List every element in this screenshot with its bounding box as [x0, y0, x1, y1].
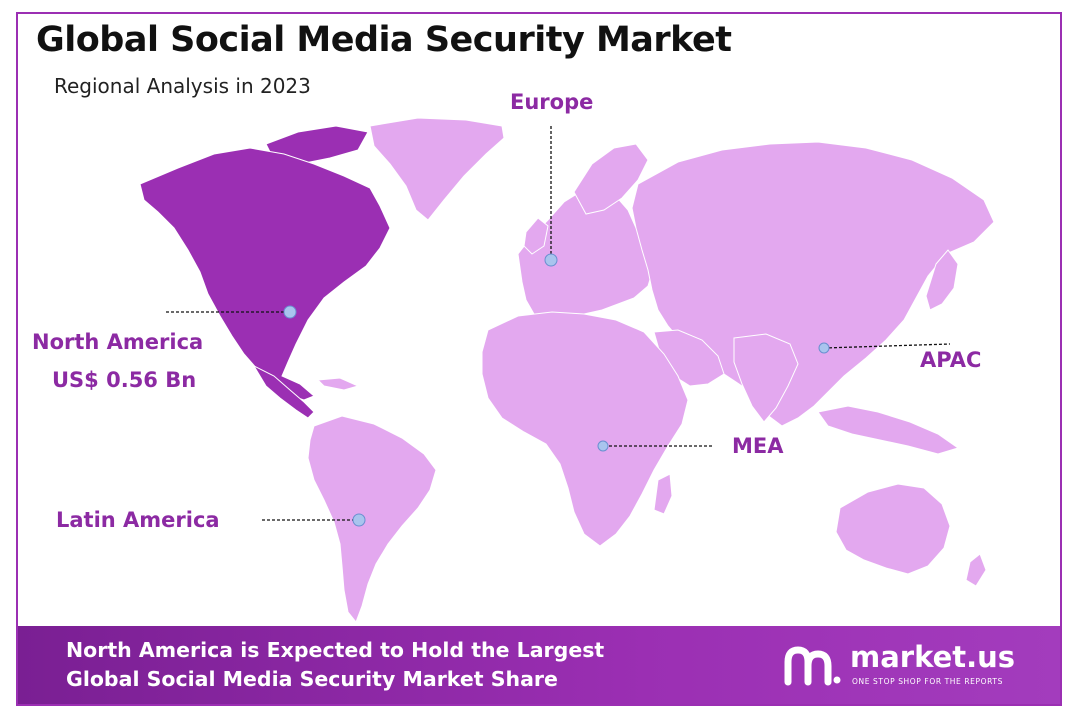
brand-logo: market.us ONE STOP SHOP FOR THE REPORTS	[784, 640, 1034, 690]
land-asia	[631, 141, 995, 427]
land-south-america	[307, 415, 437, 623]
brand-name: market.us	[850, 640, 1016, 674]
page-subtitle: Regional Analysis in 2023	[54, 74, 311, 98]
label-apac: APAC	[920, 348, 982, 372]
land-central-america	[252, 364, 315, 419]
marker-apac	[818, 342, 830, 354]
label-mea: MEA	[732, 434, 784, 458]
land-uk	[523, 217, 549, 255]
land-africa	[481, 311, 689, 547]
land-australia	[835, 483, 951, 575]
land-greenland	[369, 117, 505, 221]
marker-mea	[597, 440, 609, 452]
brand-tagline: ONE STOP SHOP FOR THE REPORTS	[852, 677, 1003, 686]
land-scandinavia	[573, 143, 649, 215]
label-europe: Europe	[510, 90, 594, 114]
infographic-frame: Global Social Media Security Market Regi…	[16, 12, 1062, 706]
page-title: Global Social Media Security Market	[36, 20, 732, 60]
label-north-america: North America	[32, 330, 204, 354]
land-caribbean	[316, 377, 360, 391]
marker-north-america	[283, 305, 297, 319]
land-japan	[925, 249, 959, 311]
market-us-logo-icon	[784, 646, 841, 686]
label-north-america-value: US$ 0.56 Bn	[52, 368, 197, 392]
world-map	[139, 117, 995, 623]
label-latin-america: Latin America	[56, 508, 220, 532]
footer-banner: North America is Expected to Hold the La…	[18, 626, 1060, 704]
land-new-zealand	[965, 553, 987, 587]
land-india	[733, 333, 799, 423]
marker-europe	[544, 253, 558, 267]
leader-line-apac	[823, 343, 951, 349]
footer-line-2: Global Social Media Security Market Shar…	[66, 667, 558, 691]
marker-latin-america	[352, 513, 366, 527]
land-se-asia	[817, 405, 960, 455]
footer-line-1: North America is Expected to Hold the La…	[66, 638, 605, 662]
land-north-america	[139, 147, 391, 401]
land-madagascar	[653, 473, 673, 515]
